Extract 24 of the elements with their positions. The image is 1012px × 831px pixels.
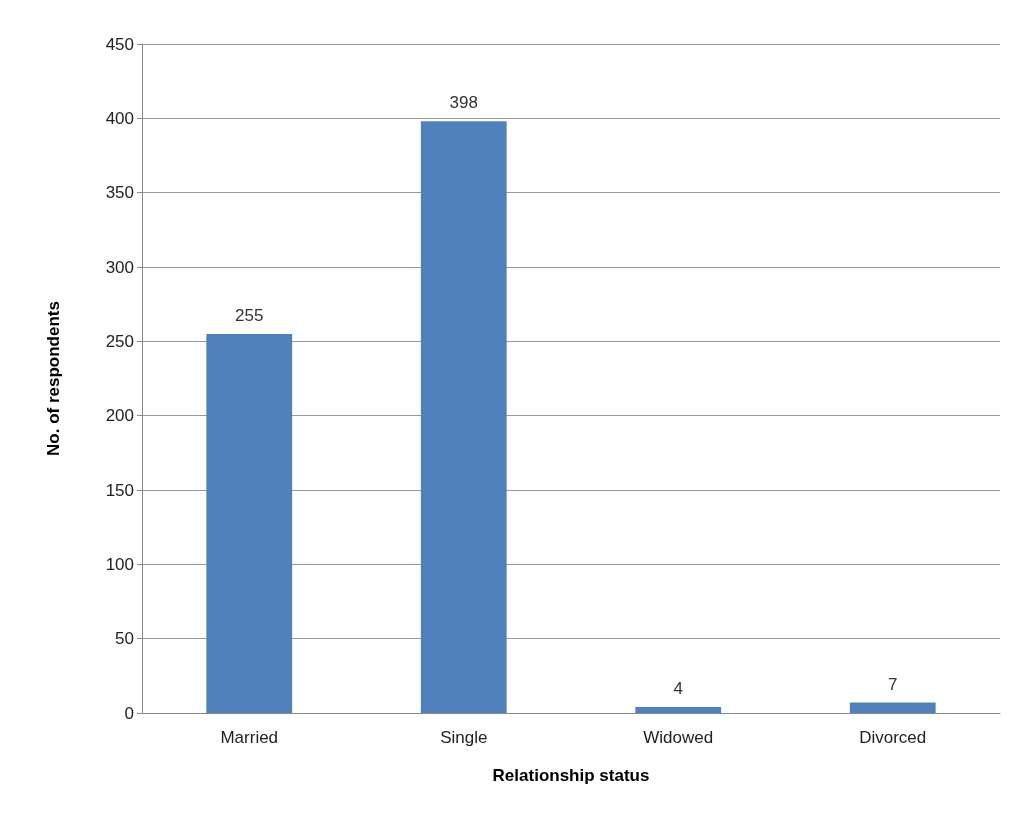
y-tick-label: 50	[115, 629, 134, 649]
x-tick-label: Divorced	[859, 728, 927, 747]
data-label: 398	[449, 93, 478, 113]
data-label: 255	[235, 305, 264, 325]
y-tick-label: 100	[105, 554, 134, 574]
y-tick-label: 200	[105, 406, 134, 426]
y-axis-title: No. of respondents	[44, 301, 63, 456]
bar	[849, 702, 936, 713]
bar	[206, 333, 293, 713]
y-tick-label: 0	[124, 703, 134, 723]
y-tick-label: 450	[105, 34, 134, 54]
x-axis-title: Relationship status	[492, 766, 650, 785]
data-label: 4	[673, 679, 683, 699]
x-tick-label: Single	[440, 728, 488, 747]
y-tick-label: 300	[105, 257, 134, 277]
y-tick-label: 350	[105, 183, 134, 203]
y-tick-label: 150	[105, 480, 134, 500]
data-label: 7	[888, 674, 898, 694]
y-tick-label: 400	[105, 108, 134, 128]
x-tick-label: Widowed	[643, 728, 714, 747]
y-tick-label: 250	[105, 331, 134, 351]
x-tick-label: Married	[220, 728, 279, 747]
bar	[635, 707, 722, 713]
bar	[420, 121, 507, 713]
